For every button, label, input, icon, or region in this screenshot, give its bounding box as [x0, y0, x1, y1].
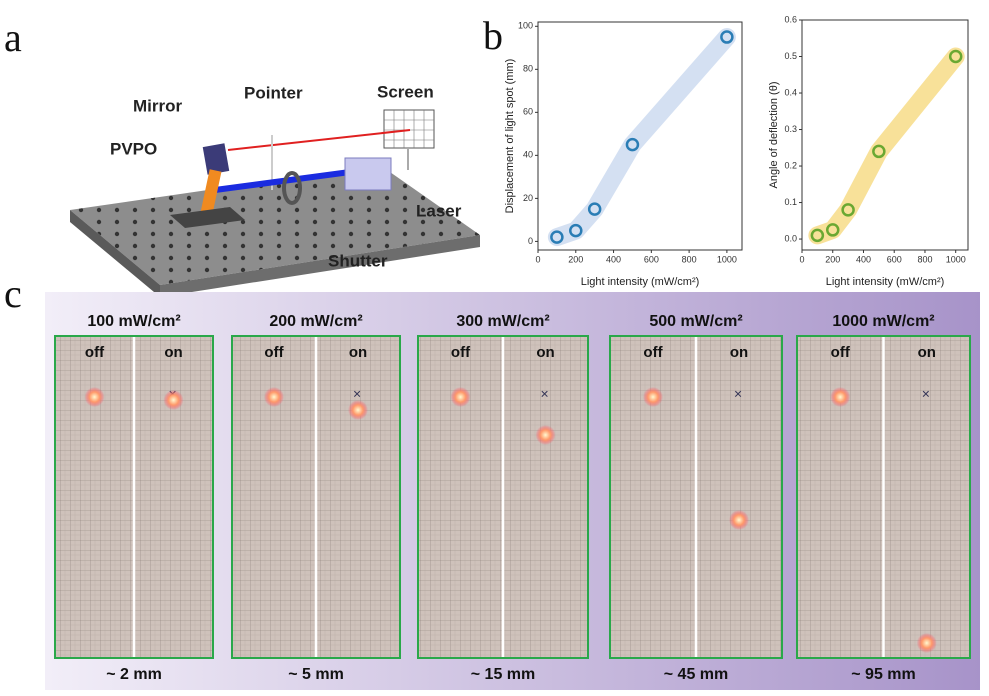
- off-label: off: [264, 344, 284, 361]
- y-tick-label: 40: [523, 150, 533, 160]
- x-tick-label: 800: [917, 254, 932, 264]
- data-point: [825, 223, 840, 237]
- data-point: [841, 203, 855, 217]
- data-point: [948, 49, 963, 64]
- setup-label: Pointer: [244, 83, 303, 102]
- off-label: off: [85, 344, 105, 361]
- panel-label: b: [483, 13, 503, 58]
- plot-frame: [537, 21, 743, 251]
- x-axis-label: Light intensity (mW/cm²): [581, 276, 700, 288]
- x-tick-label: 400: [856, 254, 871, 264]
- x-tick-label: 400: [606, 254, 621, 264]
- setup-label: Shutter: [328, 251, 388, 270]
- x-tick-label: 0: [799, 254, 804, 264]
- trend-band: [808, 47, 965, 245]
- setup-illustration: [70, 109, 480, 297]
- laser-spot-off: [84, 387, 105, 407]
- data-point: [872, 144, 886, 159]
- laser-spot-on: [535, 425, 556, 445]
- displacement-label: ~ 95 mm: [851, 666, 915, 683]
- y-tick-label: 60: [523, 107, 533, 117]
- intensity-label: 100 mW/cm²: [87, 313, 180, 330]
- x-tick-label: 200: [825, 254, 840, 264]
- laser-spot-on: [729, 510, 749, 530]
- laser-spot-off: [830, 387, 851, 407]
- panel-label: a: [4, 15, 22, 60]
- x-tick-label: 800: [682, 254, 697, 264]
- y-tick-label: 20: [523, 193, 533, 203]
- setup-label: PVPO: [110, 139, 157, 158]
- intensity-label: 200 mW/cm²: [269, 313, 362, 330]
- x-tick-label: 600: [644, 254, 659, 264]
- y-tick-label: 100: [518, 21, 533, 31]
- reference-mark: ×: [353, 386, 361, 402]
- displacement-label: ~ 15 mm: [471, 666, 535, 683]
- displacement-label: ~ 45 mm: [664, 666, 728, 683]
- x-tick-label: 1000: [717, 254, 737, 264]
- setup-label: Screen: [377, 82, 434, 101]
- data-point: [550, 230, 564, 244]
- data-point: [720, 30, 734, 44]
- data-point: [569, 223, 583, 238]
- x-axis-label: Light intensity (mW/cm²): [826, 276, 945, 288]
- x-tick-label: 600: [887, 254, 902, 264]
- intensity-label: 300 mW/cm²: [456, 313, 549, 330]
- y-tick-label: 0.3: [784, 124, 797, 134]
- y-tick-label: 0.6: [784, 14, 797, 24]
- y-tick-label: 0.2: [784, 160, 797, 170]
- x-tick-label: 1000: [946, 254, 966, 264]
- data-point: [810, 228, 825, 243]
- y-tick-label: 0.5: [784, 51, 797, 61]
- y-tick-label: 0.0: [784, 233, 797, 243]
- data-point: [587, 202, 602, 216]
- y-tick-label: 80: [523, 64, 533, 74]
- plot-frame: [801, 19, 969, 251]
- y-axis-label: Displacement of light spot (mm): [504, 59, 516, 214]
- laser-spot-off: [450, 387, 471, 407]
- off-label: off: [831, 344, 851, 361]
- laser-spot-on: [916, 633, 937, 653]
- reference-mark: ×: [734, 386, 742, 402]
- setup-label: Laser: [416, 201, 462, 220]
- off-label: off: [643, 344, 663, 361]
- x-tick-label: 0: [535, 254, 540, 264]
- displacement-label: ~ 5 mm: [288, 666, 344, 683]
- y-axis-label: Angle of deflection (θ): [768, 81, 780, 188]
- off-label: off: [451, 344, 471, 361]
- y-tick-label: 0: [528, 236, 533, 246]
- laser-spot-on: [163, 390, 184, 410]
- intensity-label: 1000 mW/cm²: [832, 313, 934, 330]
- x-tick-label: 200: [568, 254, 583, 264]
- y-tick-label: 0.4: [784, 87, 797, 97]
- laser-spot-off: [264, 387, 284, 407]
- on-label: on: [349, 344, 367, 361]
- data-point: [625, 137, 640, 152]
- reference-mark: ×: [541, 386, 549, 402]
- panel-label: c: [4, 271, 22, 316]
- on-label: on: [164, 344, 182, 361]
- intensity-label: 500 mW/cm²: [649, 313, 742, 330]
- laser-spot-off: [643, 387, 663, 407]
- setup-label: Mirror: [133, 96, 183, 115]
- on-label: on: [536, 344, 554, 361]
- y-tick-label: 0.1: [784, 197, 797, 207]
- laser-spot-on: [348, 400, 368, 420]
- reference-mark: ×: [922, 386, 930, 402]
- on-label: on: [730, 344, 748, 361]
- displacement-label: ~ 2 mm: [106, 666, 162, 683]
- trend-band: [547, 28, 736, 247]
- on-label: on: [918, 344, 936, 361]
